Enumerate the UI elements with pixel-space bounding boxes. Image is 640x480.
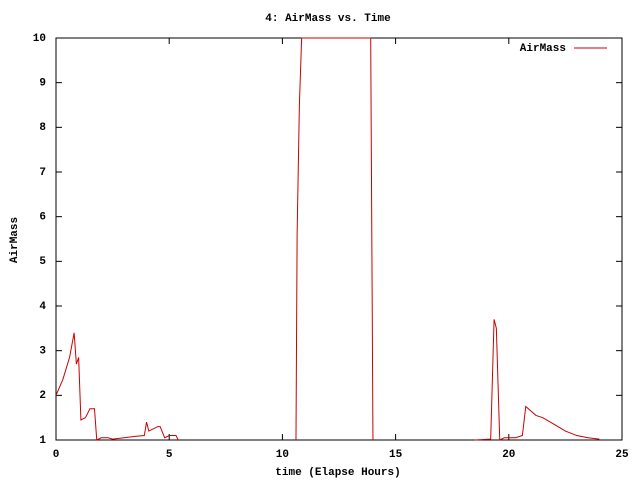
x-tick-label: 10 [276,449,289,461]
y-tick-label: 2 [39,390,46,402]
y-axis-label: AirMass [9,217,21,263]
chart-title: 4: AirMass vs. Time [265,13,391,25]
y-tick-label: 3 [39,346,46,358]
y-tick-label: 10 [33,33,46,45]
data-line [55,37,600,441]
x-tick-label: 20 [502,449,515,461]
y-tick-label: 5 [39,256,46,268]
legend-label: AirMass [520,43,566,55]
y-tick-label: 7 [39,167,46,179]
y-tick-label: 8 [39,122,46,134]
x-tick-label: 25 [615,449,629,461]
y-tick-label: 1 [39,435,46,447]
y-tick-label: 9 [39,78,46,90]
y-tick-label: 6 [39,212,46,224]
x-tick-label: 15 [389,449,403,461]
x-axis-label: time (Elapse Hours) [275,467,400,479]
x-tick-label: 5 [166,449,173,461]
y-tick-label: 4 [39,301,46,313]
x-tick-label: 0 [53,449,60,461]
